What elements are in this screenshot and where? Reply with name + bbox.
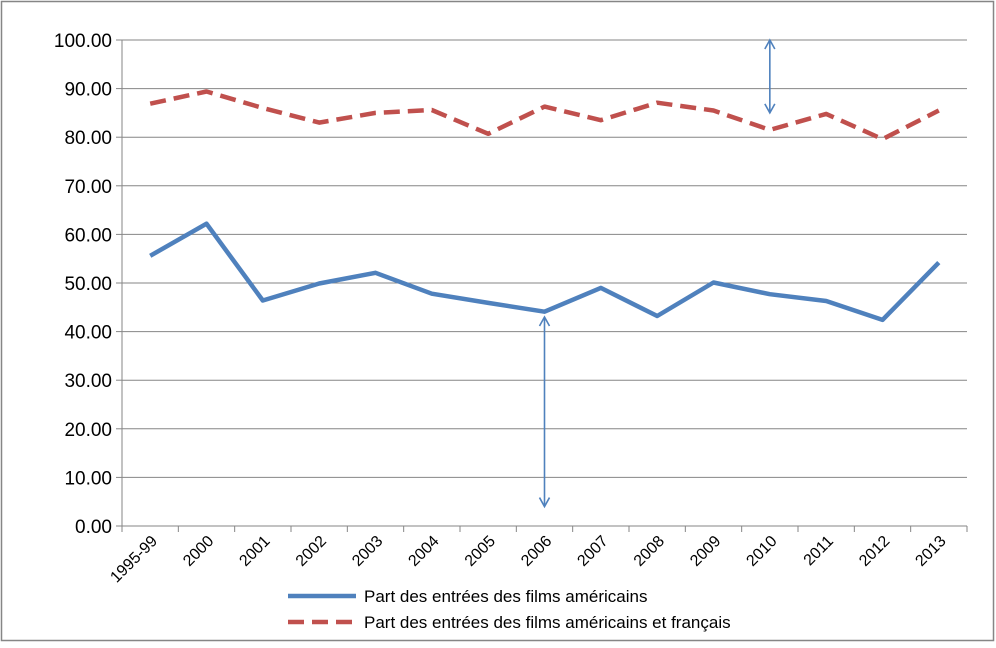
data-point-series-1 <box>543 310 546 313</box>
y-tick-label: 40.00 <box>64 323 112 344</box>
y-tick-label: 20.00 <box>64 420 112 441</box>
data-point-series-2 <box>599 119 602 122</box>
legend-label-1: Part des entrées des films américains <box>364 587 647 606</box>
y-tick-label: 30.00 <box>64 371 112 392</box>
series-line-1 <box>149 221 941 323</box>
data-point-series-1 <box>149 254 152 257</box>
data-point-series-1 <box>487 301 490 304</box>
data-point-series-2 <box>543 105 546 108</box>
y-tick-label: 0.00 <box>75 517 112 538</box>
data-point-series-1 <box>261 299 264 302</box>
data-series <box>149 89 941 323</box>
data-point-series-1 <box>318 282 321 285</box>
data-point-series-1 <box>825 299 828 302</box>
data-point-series-2 <box>825 112 828 115</box>
annotations <box>538 38 776 509</box>
data-point-series-2 <box>430 108 433 111</box>
data-point-series-2 <box>149 102 152 105</box>
gridlines <box>122 39 967 478</box>
y-tick-label: 60.00 <box>64 225 112 246</box>
data-point-series-1 <box>430 292 433 295</box>
y-tick-label: 90.00 <box>64 80 112 101</box>
y-tick-label: 70.00 <box>64 177 112 198</box>
data-point-series-1 <box>768 293 771 296</box>
data-point-series-2 <box>768 128 771 131</box>
series-line-2 <box>149 89 940 142</box>
y-tick-label: 80.00 <box>64 128 112 149</box>
data-point-series-1 <box>937 261 940 264</box>
y-tick-label: 50.00 <box>64 274 112 295</box>
data-point-series-1 <box>712 281 715 284</box>
data-point-series-1 <box>599 286 602 289</box>
y-tick-label: 10.00 <box>64 468 112 489</box>
legend-label-2: Part des entrées des films américains et… <box>364 613 731 632</box>
data-point-series-2 <box>712 109 715 112</box>
data-point-series-2 <box>205 90 208 93</box>
data-point-series-2 <box>656 101 659 104</box>
y-tick-label: 100.00 <box>54 31 112 52</box>
data-point-series-1 <box>881 318 884 321</box>
data-point-series-2 <box>881 138 884 141</box>
data-point-series-2 <box>261 107 264 110</box>
data-point-series-2 <box>318 121 321 124</box>
data-point-series-2 <box>937 109 940 112</box>
y-tick-labels: 0.00 10.00 20.00 30.00 40.00 50.00 60.00 70.00 8… <box>54 31 112 538</box>
axes <box>116 39 968 532</box>
data-point-series-2 <box>374 111 377 114</box>
legend: Part des entrées des films américains Par… <box>288 587 731 632</box>
data-point-series-1 <box>205 222 208 225</box>
data-point-series-2 <box>487 132 490 135</box>
data-point-series-1 <box>656 315 659 318</box>
data-point-series-1 <box>374 271 377 274</box>
